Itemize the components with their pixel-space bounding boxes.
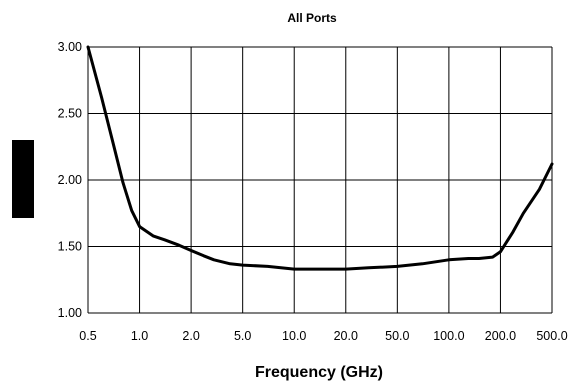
series-line: [86, 45, 554, 271]
x-tick-label: 500.0: [536, 329, 567, 343]
x-tick-label: 2.0: [182, 329, 199, 343]
chart-title: All Ports: [287, 11, 337, 25]
y-tick-label: 2.00: [58, 173, 82, 187]
y-tick-label: 1.00: [58, 306, 82, 320]
y-tick-label: 3.00: [58, 40, 82, 54]
x-tick-label: 20.0: [334, 329, 358, 343]
side-marker: [12, 140, 34, 218]
x-tick-label: 5.0: [234, 329, 251, 343]
y-tick-labels: 1.00 1.50 2.00 2.50 3.00: [58, 40, 82, 320]
grid: [87, 46, 553, 314]
x-axis-label: Frequency (GHz): [255, 364, 383, 381]
x-tick-label: 200.0: [485, 329, 516, 343]
x-tick-label: 100.0: [433, 329, 464, 343]
x-tick-label: 0.5: [79, 329, 96, 343]
x-tick-label: 50.0: [385, 329, 409, 343]
x-tick-labels: 0.5 1.0 2.0 5.0 10.0 20.0 50.0 100.0 200.0 500.0: [79, 329, 567, 343]
x-tick-label: 10.0: [282, 329, 306, 343]
y-tick-label: 2.50: [58, 107, 82, 121]
y-tick-label: 1.50: [58, 240, 82, 254]
x-tick-label: 1.0: [131, 329, 148, 343]
